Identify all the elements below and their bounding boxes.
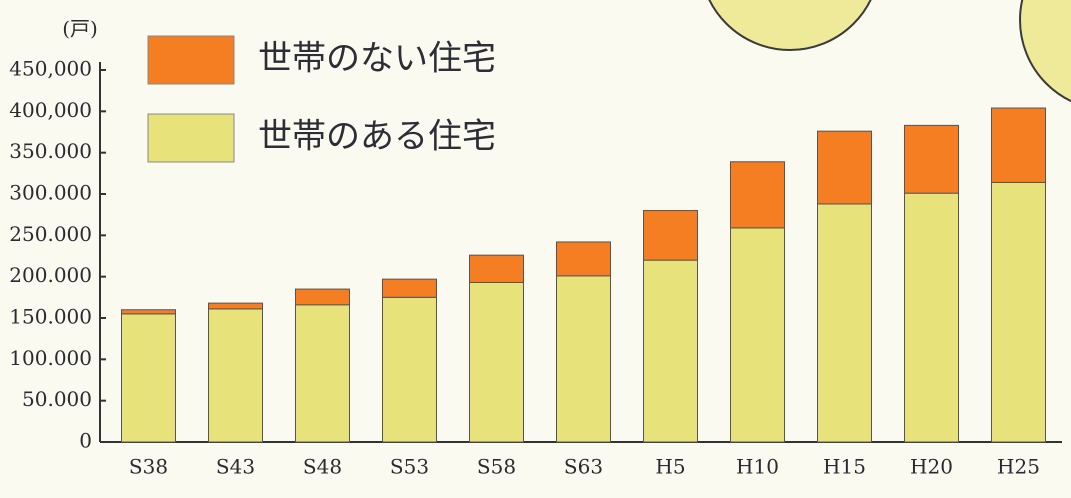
x-tick-label: S58 (477, 455, 516, 479)
legend-label: 世帯のある住宅 (258, 117, 496, 157)
legend-swatch (147, 35, 235, 85)
x-tick-label: S43 (216, 455, 255, 479)
bar-segment (469, 254, 524, 283)
bar-segment (295, 288, 350, 306)
bar-segment (904, 192, 959, 443)
bar-segment (643, 210, 698, 261)
bar-segment (208, 308, 263, 443)
bar-segment (469, 281, 524, 443)
x-tick-label: S53 (390, 455, 429, 479)
x-tick-label: S48 (303, 455, 342, 479)
legend-swatch (147, 113, 235, 163)
y-tick-label: 400,000 (9, 98, 92, 122)
bar-segment (382, 278, 437, 298)
y-tick-label: 250.000 (9, 222, 92, 246)
y-tick-label: 50.000 (22, 387, 92, 411)
bar-segment (556, 275, 611, 443)
x-tick-label: H5 (655, 455, 685, 479)
y-unit: (戸) (62, 17, 98, 41)
bar-segment (730, 227, 785, 443)
bar-segment (730, 161, 785, 229)
y-tick-label: 450,000 (9, 57, 92, 81)
bar-segment (817, 203, 872, 443)
y-tick-label: 150.000 (9, 305, 92, 329)
decoration (708, 0, 872, 51)
bar-segment (991, 107, 1046, 183)
y-tick-label: 200.000 (9, 263, 92, 287)
x-tick-label: H15 (823, 455, 866, 479)
bar-segment (904, 124, 959, 194)
legend-label: 世帯のない住宅 (258, 39, 496, 79)
y-tick-label: 300.000 (9, 181, 92, 205)
x-tick-label: S63 (564, 455, 603, 479)
bar-segment (817, 130, 872, 205)
bar-segment (556, 241, 611, 277)
y-tick-label: 0 (79, 429, 92, 453)
x-tick-label: H20 (910, 455, 953, 479)
x-tick-label: S38 (129, 455, 168, 479)
bar-segment (121, 313, 176, 443)
bar-segment (643, 259, 698, 443)
x-tick-label: H10 (736, 455, 779, 479)
decoration (1019, 0, 1071, 103)
bar-segment (121, 309, 176, 315)
bar-segment (382, 296, 437, 443)
bar-segment (991, 181, 1046, 443)
y-tick-label: 350.000 (9, 139, 92, 163)
bar-segment (295, 304, 350, 443)
x-tick-label: H25 (997, 455, 1040, 479)
bar-segment (208, 302, 263, 310)
y-tick-label: 100.000 (9, 346, 92, 370)
